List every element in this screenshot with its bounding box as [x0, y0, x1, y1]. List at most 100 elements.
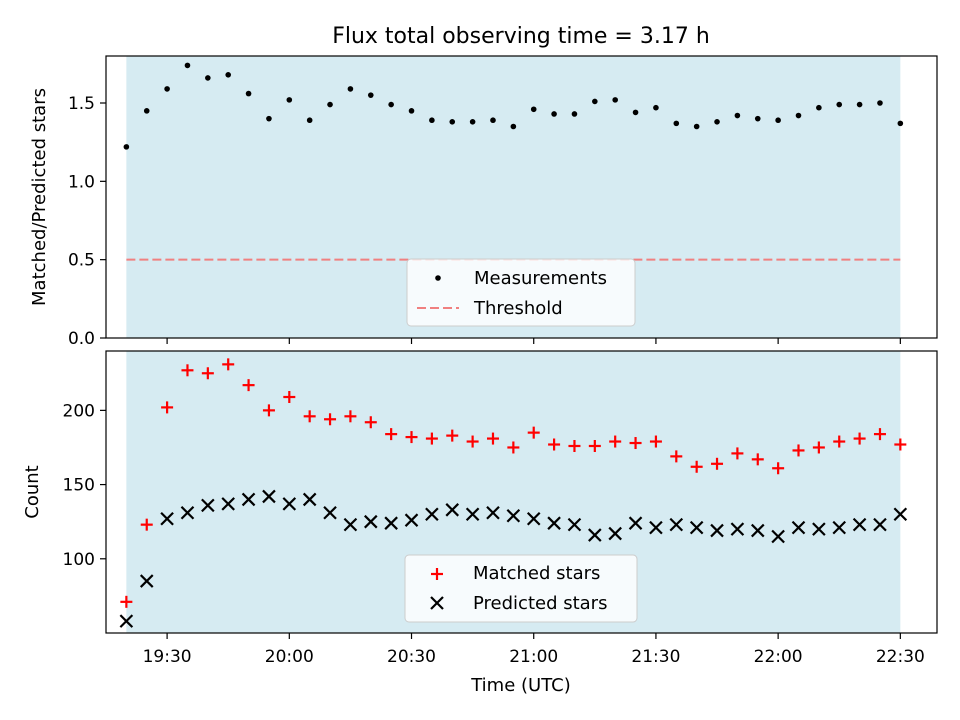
predicted-stars-legend-marker: [430, 596, 444, 610]
bottom-y-axis-label: Count: [22, 465, 43, 518]
matched-star-point: [222, 358, 235, 371]
bottom-legend-box: [404, 554, 638, 623]
matched-star-point: [446, 429, 459, 442]
x-tick-label: 20:00: [265, 647, 314, 667]
measurement-point: [123, 144, 130, 150]
top-y-axis-label: Matched/Predicted stars: [29, 88, 50, 306]
predicted-star-point: [221, 497, 235, 511]
predicted-star-point: [486, 506, 500, 520]
chart-title: Flux total observing time = 3.17 h: [332, 24, 710, 49]
predicted-star-point: [547, 516, 561, 530]
predicted-star-point: [323, 506, 337, 520]
measurement-point: [754, 115, 761, 122]
matched-star-point: [262, 404, 275, 417]
measurements-legend-label: Measurements: [474, 268, 607, 289]
matched-star-point: [527, 426, 540, 439]
predicted-star-point: [526, 511, 541, 526]
predicted-star-point: [302, 492, 317, 507]
matched-stars-points: [120, 358, 907, 608]
measurement-point: [266, 115, 272, 122]
predicted-star-point: [832, 520, 847, 535]
measurement-point: [816, 104, 822, 111]
predicted-star-point: [649, 520, 663, 535]
predicted-star-point: [812, 522, 826, 536]
predicted-star-point: [404, 513, 419, 527]
measurement-point: [510, 123, 517, 130]
predicted-star-point: [262, 489, 276, 504]
measurement-point: [877, 100, 883, 106]
measurements-legend-marker: [435, 275, 441, 281]
bottom-panel-frame: [105, 350, 938, 634]
matched-star-point: [507, 441, 520, 454]
matched-star-point: [751, 453, 764, 466]
matched-star-point: [711, 457, 724, 470]
predicted-star-point: [588, 528, 602, 542]
x-tick-label: 22:30: [876, 647, 925, 667]
matched-star-point: [181, 364, 194, 377]
predicted-star-point: [689, 520, 704, 535]
predicted-stars-legend-label: Predicted stars: [473, 593, 607, 614]
measurement-point: [592, 98, 598, 105]
predicted-star-point: [282, 497, 297, 511]
predicted-star-point: [771, 529, 785, 544]
predicted-star-point: [628, 516, 643, 530]
x-axis-label: Time (UTC): [470, 675, 571, 696]
predicted-star-point: [893, 507, 908, 522]
predicted-star-point: [852, 517, 867, 532]
y-tick-label: 150: [63, 476, 95, 496]
y-tick-label: 1.5: [68, 94, 95, 114]
matched-stars-legend-marker: [431, 568, 443, 580]
y-tick-label: 0.5: [68, 251, 95, 271]
measurement-point: [530, 106, 537, 113]
measurement-point: [693, 123, 700, 130]
top-legend-box: [406, 258, 636, 327]
predicted-star-point: [710, 523, 724, 538]
matched-star-point: [364, 416, 377, 429]
measurement-point: [775, 117, 781, 124]
predicted-star-point: [567, 517, 582, 532]
measurement-point: [571, 111, 578, 117]
top-legend: Measurements Threshold: [406, 258, 636, 327]
matched-star-point: [242, 379, 255, 392]
matched-star-point: [812, 441, 825, 454]
measurement-point: [388, 101, 394, 108]
predicted-star-point: [445, 503, 460, 517]
predicted-star-point: [119, 614, 134, 628]
predicted-star-point: [669, 517, 684, 532]
top-panel-frame: [105, 55, 938, 339]
measurement-point: [795, 112, 802, 119]
measurement-point: [225, 72, 232, 78]
measurement-point: [205, 75, 211, 81]
predicted-star-point: [139, 574, 154, 588]
matched-star-point: [405, 431, 418, 444]
measurement-point: [367, 92, 374, 98]
predicted-star-point: [750, 523, 765, 538]
top-x-ticks: [166, 338, 901, 344]
measurement-point: [429, 117, 435, 124]
predicted-stars-points: [119, 489, 908, 628]
matched-star-point: [649, 435, 662, 448]
predicted-star-point: [506, 508, 521, 523]
x-tick-label: 22:00: [754, 647, 803, 667]
matched-star-point: [344, 410, 357, 423]
predicted-star-point: [364, 514, 378, 529]
matched-star-point: [486, 432, 499, 445]
measurement-point: [184, 62, 191, 69]
measurement-point: [734, 112, 741, 119]
matched-star-point: [466, 435, 479, 448]
x-tick-label: 20:30: [387, 647, 436, 667]
measurement-point: [836, 101, 843, 108]
bottom-y-axis: 100 150 200: [63, 401, 106, 570]
matched-star-point: [140, 518, 153, 531]
measurement-point: [714, 119, 720, 125]
y-tick-label: 0.0: [68, 329, 95, 349]
measurement-point: [653, 104, 659, 111]
measurement-points: [123, 62, 904, 150]
matched-star-point: [853, 432, 866, 445]
measurement-point: [143, 108, 150, 114]
matched-star-point: [792, 444, 805, 457]
matched-star-point: [588, 439, 601, 452]
matched-star-point: [772, 462, 785, 475]
measurement-point: [632, 109, 639, 116]
